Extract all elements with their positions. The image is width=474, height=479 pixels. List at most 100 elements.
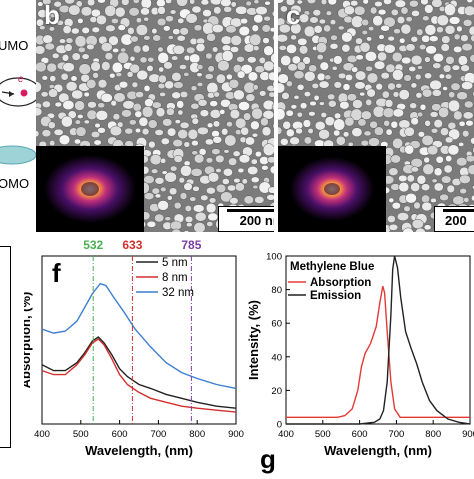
- panel-letter-g: g: [260, 444, 276, 474]
- nanoparticle: [294, 71, 304, 79]
- nanoparticle: [440, 194, 449, 201]
- x-tick-label: 800: [425, 429, 441, 440]
- nanoparticle: [175, 120, 181, 124]
- nanoparticle: [458, 56, 468, 66]
- nanoparticle: [113, 113, 120, 120]
- nanoparticle: [84, 120, 89, 124]
- nanoparticle: [345, 117, 354, 126]
- nanoparticle: [437, 27, 444, 33]
- nanoparticle: [463, 19, 472, 26]
- nanoparticle: [208, 213, 218, 221]
- nanoparticle: [263, 38, 270, 44]
- nanoparticle: [229, 79, 239, 88]
- nanoparticle: [169, 188, 177, 195]
- nanoparticle: [342, 44, 350, 52]
- nanoparticle: [110, 126, 122, 136]
- nanoparticle: [59, 39, 65, 44]
- fft-inset-b: [36, 146, 144, 232]
- nanoparticle: [466, 155, 474, 162]
- nanoparticle: [116, 73, 122, 77]
- nanoparticle: [441, 44, 450, 52]
- nanoparticle: [197, 82, 203, 86]
- nanoparticle: [391, 155, 401, 163]
- nanoparticle: [118, 25, 126, 31]
- nanoparticle: [278, 34, 288, 42]
- nanoparticle: [191, 86, 197, 91]
- nanoparticle: [93, 72, 99, 78]
- nanoparticle: [184, 183, 193, 191]
- nanoparticle: [360, 42, 370, 52]
- nanoparticle: [270, 27, 274, 32]
- nanoparticle: [45, 43, 55, 50]
- nanoparticle: [360, 92, 365, 96]
- nanoparticle: [194, 154, 204, 163]
- nanoparticle: [404, 206, 411, 212]
- panel-e-fragment: [0, 236, 24, 474]
- nanoparticle: [239, 26, 250, 36]
- nanoparticle: [381, 72, 390, 79]
- x-tick-label: 700: [388, 429, 404, 440]
- nanoparticle: [241, 127, 249, 135]
- legend-label: Absorption: [310, 277, 371, 289]
- nanoparticle: [191, 140, 198, 146]
- panel-letter-c: c: [286, 0, 300, 31]
- nanoparticle: [411, 10, 419, 16]
- nanoparticle: [446, 155, 452, 161]
- nanoparticle: [464, 101, 473, 108]
- nanoparticle: [186, 47, 195, 54]
- nanoparticle: [87, 110, 97, 120]
- nanoparticle: [291, 105, 297, 110]
- nanoparticle: [269, 92, 274, 97]
- nanoparticle: [167, 128, 176, 136]
- nanoparticle: [68, 5, 80, 16]
- nanoparticle: [424, 57, 430, 63]
- nanoparticle: [62, 54, 69, 61]
- nanoparticle: [91, 62, 101, 72]
- nanoparticle: [466, 120, 474, 126]
- nanoparticle: [159, 75, 167, 83]
- nanoparticle: [399, 38, 405, 43]
- nanoparticle: [71, 76, 77, 82]
- legend-label: 8 nm: [162, 272, 188, 284]
- nanoparticle: [194, 222, 206, 232]
- nanoparticle: [422, 135, 434, 146]
- nanoparticle: [251, 159, 257, 165]
- nanoparticle: [424, 4, 433, 13]
- nanoparticle: [333, 130, 340, 136]
- nanoparticle: [224, 150, 229, 154]
- x-tick-label: 700: [150, 429, 166, 440]
- nanoparticle: [417, 29, 424, 36]
- nanoparticle: [332, 66, 337, 70]
- nanoparticle: [421, 195, 429, 203]
- nanoparticle: [87, 44, 95, 50]
- nanoparticle: [215, 155, 224, 163]
- nanoparticle: [270, 166, 274, 174]
- nanoparticle: [374, 127, 383, 136]
- nanoparticle: [273, 123, 274, 129]
- nanoparticle: [310, 17, 319, 24]
- nanoparticle: [412, 219, 424, 229]
- nanoparticle: [235, 6, 247, 14]
- x-axis-label: Wavelength, (nm): [324, 443, 432, 458]
- nanoparticle: [280, 138, 288, 145]
- nanoparticle: [326, 11, 332, 16]
- nanoparticle: [197, 64, 203, 69]
- nanoparticle: [84, 92, 90, 97]
- nanoparticle: [367, 73, 378, 83]
- nanoparticle: [164, 62, 173, 70]
- nanoparticle: [144, 85, 150, 91]
- nanoparticle: [385, 99, 393, 107]
- nanoparticle: [173, 139, 183, 147]
- nanoparticle: [226, 121, 232, 127]
- lumo-label: UMO: [0, 38, 28, 53]
- nanoparticle: [319, 102, 324, 106]
- nanoparticle: [425, 120, 431, 126]
- nanoparticle: [330, 43, 338, 49]
- nanoparticle: [426, 46, 437, 55]
- x-tick-label: 600: [352, 429, 368, 440]
- nanoparticle: [452, 65, 460, 71]
- nanoparticle: [392, 52, 402, 62]
- nanoparticle: [161, 158, 166, 163]
- nanoparticle: [144, 17, 149, 21]
- nanoparticle: [328, 0, 337, 5]
